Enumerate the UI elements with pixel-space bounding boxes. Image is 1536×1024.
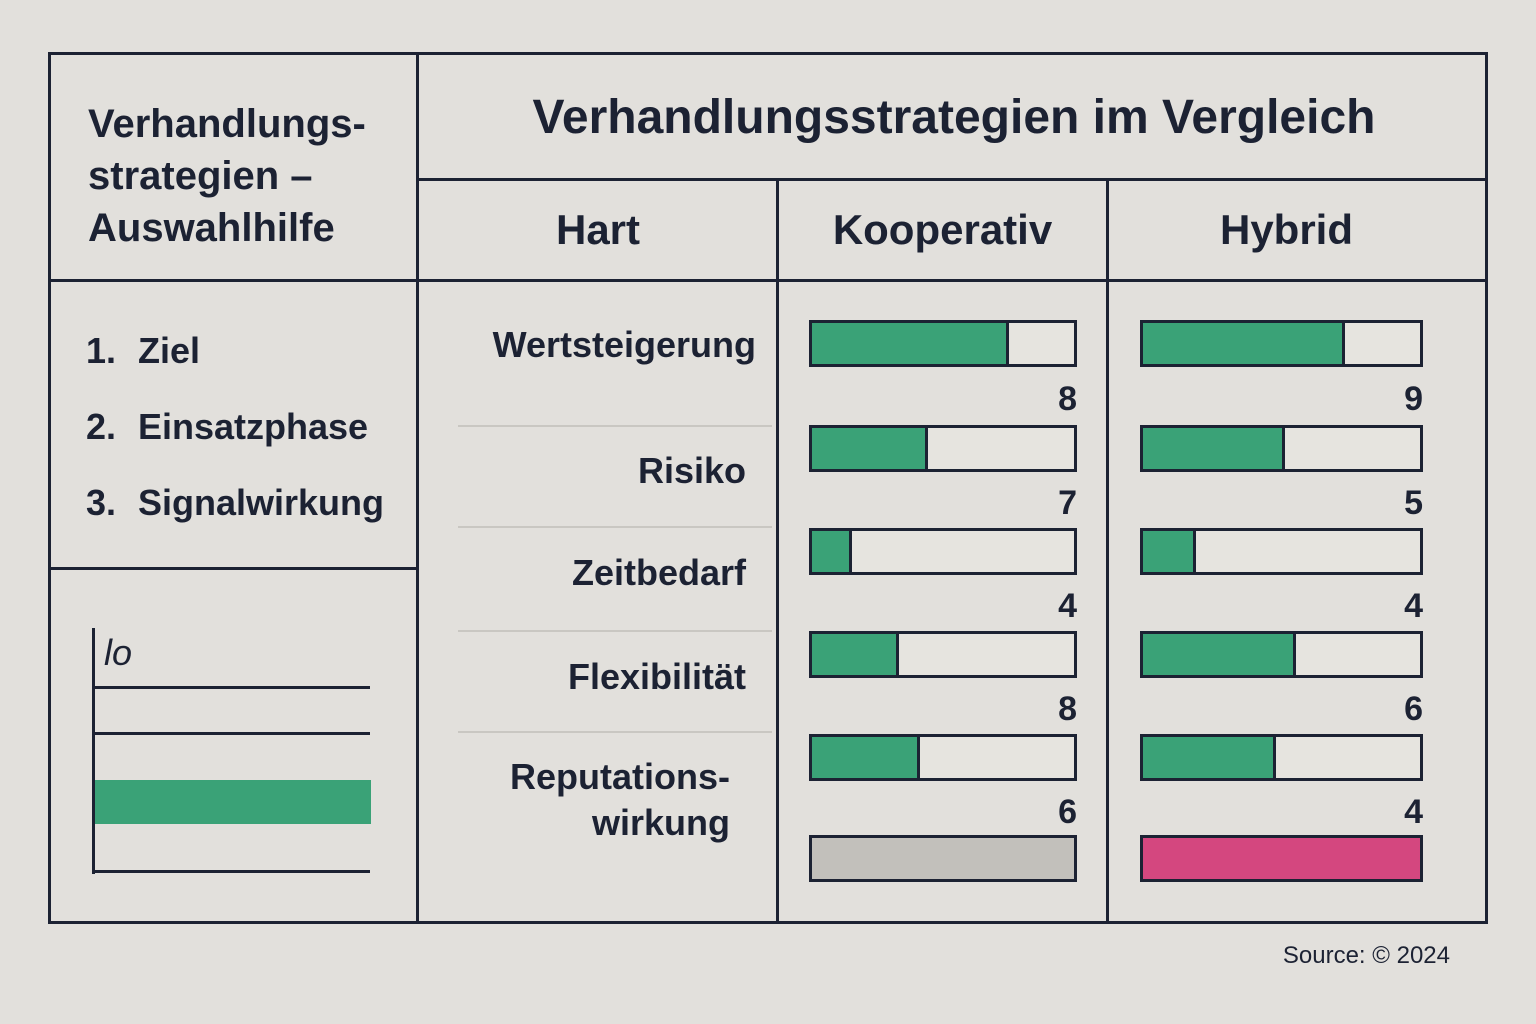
bar-fill: [812, 531, 852, 572]
mini-chart-bar: [95, 780, 371, 824]
step-label: Einsatzphase: [138, 406, 369, 447]
mini-chart-line: [92, 686, 370, 689]
bar-fill: [1143, 531, 1196, 572]
mini-chart-axis: [92, 628, 95, 874]
divider-col-kooperativ: [1106, 180, 1109, 924]
step-number: 3.: [86, 482, 117, 523]
divider-sidebar-lower: [48, 567, 418, 570]
step-label: Ziel: [138, 330, 201, 371]
bar-fill: [1143, 838, 1420, 879]
bar-kooperativ-4: [809, 734, 1077, 781]
divider-header: [48, 279, 1488, 282]
value-label-hybrid-4: 4: [1404, 793, 1423, 831]
bar-hybrid-5: [1140, 835, 1423, 882]
criterion-label: Flexibilität: [567, 656, 746, 697]
step-item: 3. Signalwirkung: [86, 482, 384, 524]
bar-kooperativ-5: [809, 835, 1077, 882]
divider-title: [416, 178, 1488, 181]
bar-kooperativ-3: [809, 631, 1077, 678]
bar-fill: [812, 428, 928, 469]
criterion-label: Risiko: [637, 450, 746, 491]
value-label-hybrid-3: 6: [1404, 690, 1423, 728]
row-separator: [458, 731, 772, 733]
bar-fill: [1143, 634, 1296, 675]
mini-chart-line: [92, 732, 370, 735]
mini-chart-label: lo: [104, 632, 133, 673]
sidebar-title: Verhandlungs- strategien – Auswahlhilfe: [88, 102, 366, 250]
bar-fill: [1143, 737, 1277, 778]
source-note: Source: © 2024: [1282, 942, 1450, 969]
bar-fill: [812, 634, 899, 675]
bar-hybrid-3: [1140, 631, 1423, 678]
bar-fill: [1143, 428, 1285, 469]
value-label-kooperativ-3: 8: [1058, 690, 1077, 728]
page-title: Verhandlungsstrategien im Vergleich: [532, 91, 1376, 144]
value-label-kooperativ-2: 4: [1058, 587, 1077, 625]
bar-kooperativ-1: [809, 425, 1077, 472]
column-header-kooperativ: Kooperativ: [832, 206, 1053, 253]
row-separator: [458, 526, 772, 528]
bar-fill: [1143, 323, 1346, 364]
criterion-label: Zeitbedarf: [571, 552, 746, 593]
bar-fill: [812, 737, 920, 778]
column-header-hart: Hart: [555, 206, 641, 253]
value-label-kooperativ-4: 6: [1058, 793, 1077, 831]
step-label: Signalwirkung: [138, 482, 385, 523]
divider-col-hart: [776, 180, 779, 924]
criterion-label: Wertsteigerung: [492, 324, 756, 365]
row-separator: [458, 425, 772, 427]
bar-hybrid-4: [1140, 734, 1423, 781]
column-header-hybrid: Hybrid: [1219, 206, 1353, 253]
value-label-hybrid-0: 9: [1404, 380, 1423, 418]
bar-hybrid-0: [1140, 320, 1423, 367]
bar-fill: [812, 838, 1074, 879]
row-separator: [458, 630, 772, 632]
bar-kooperativ-2: [809, 528, 1077, 575]
bar-fill: [812, 323, 1009, 364]
mini-chart: lo: [92, 628, 374, 876]
step-number: 1.: [86, 330, 117, 371]
step-number: 2.: [86, 406, 117, 447]
divider-sidebar: [416, 52, 419, 924]
value-label-kooperativ-1: 7: [1058, 484, 1077, 522]
criterion-label: Reputations- wirkung: [510, 756, 730, 843]
value-label-hybrid-2: 4: [1404, 587, 1423, 625]
step-item: 1. Ziel: [86, 330, 200, 372]
bar-kooperativ-0: [809, 320, 1077, 367]
bar-hybrid-1: [1140, 425, 1423, 472]
value-label-kooperativ-0: 8: [1058, 380, 1077, 418]
table-frame: [48, 52, 1488, 924]
value-label-hybrid-1: 5: [1404, 484, 1423, 522]
step-item: 2. Einsatzphase: [86, 406, 368, 448]
mini-chart-line: [92, 870, 370, 873]
bar-hybrid-2: [1140, 528, 1423, 575]
